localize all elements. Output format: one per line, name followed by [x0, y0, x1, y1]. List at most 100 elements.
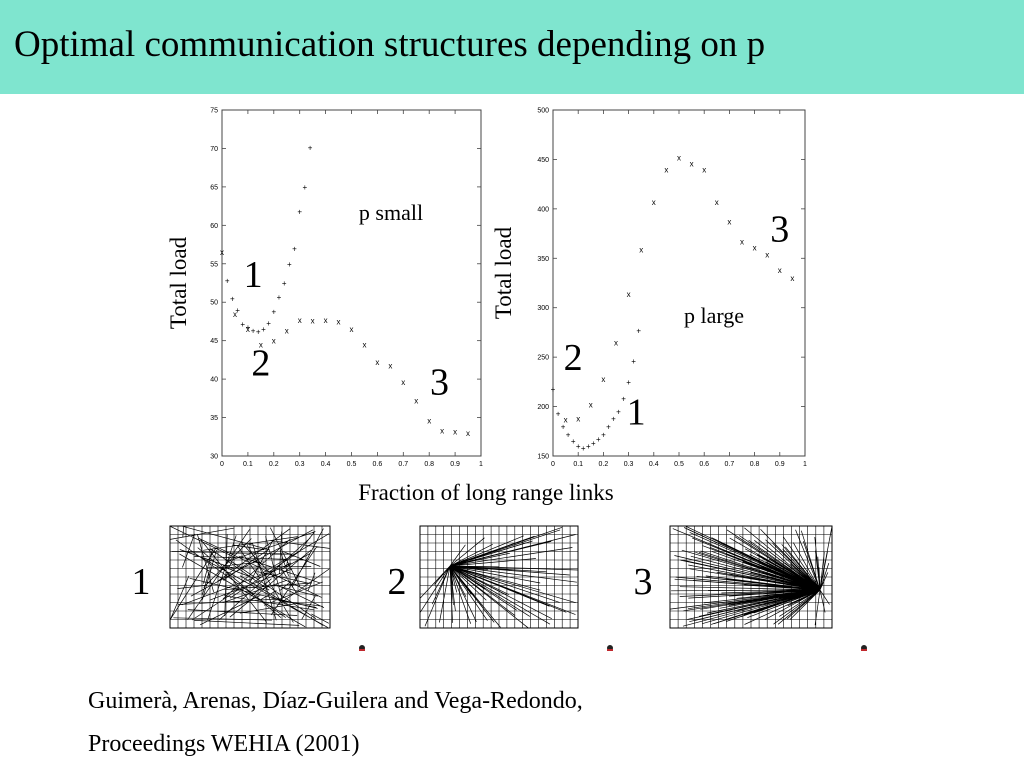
regime-label: 3: [430, 361, 449, 403]
cross-point: x: [298, 316, 302, 325]
cross-point: x: [715, 198, 719, 207]
x-tick-label: 0.4: [649, 461, 659, 468]
cross-point: x: [220, 248, 224, 257]
plus-point: +: [596, 435, 601, 444]
plus-point: +: [606, 422, 611, 431]
cross-point: x: [246, 325, 250, 334]
cross-point: x: [652, 198, 656, 207]
cross-point: x: [362, 341, 366, 350]
y-tick-label: 500: [537, 108, 549, 115]
x-tick-label: 0.8: [424, 461, 434, 468]
regime-label: 2: [564, 337, 583, 379]
y-tick-label: 200: [537, 404, 549, 411]
cross-point: x: [259, 341, 263, 350]
plus-point: +: [601, 430, 606, 439]
plus-point: +: [261, 325, 266, 334]
mascot-icon: [861, 645, 867, 651]
network-panels: 1 2 3: [132, 525, 867, 651]
cross-point: x: [337, 317, 341, 326]
plus-point: +: [308, 144, 313, 153]
cross-point: x: [375, 358, 379, 367]
x-tick-label: 0.9: [450, 461, 460, 468]
plus-point: +: [246, 323, 251, 332]
plus-point: +: [235, 306, 240, 315]
x-tick-label: 0.7: [398, 461, 408, 468]
cross-point: x: [350, 325, 354, 334]
cross-point: x: [440, 427, 444, 436]
plus-point: +: [230, 294, 235, 303]
cross-point: x: [727, 218, 731, 227]
plus-point: +: [611, 414, 616, 423]
network-label: 3: [634, 561, 653, 603]
cross-point: x: [324, 316, 328, 325]
y-axis-title: Total load: [491, 226, 516, 319]
plus-point: +: [561, 422, 566, 431]
plus-point: +: [256, 327, 261, 336]
plus-point: +: [240, 320, 245, 329]
citation-venue: Proceedings WEHIA (2001): [88, 731, 360, 757]
x-tick-label: 0.3: [295, 461, 305, 468]
plus-point: +: [266, 319, 271, 328]
cross-point: x: [614, 338, 618, 347]
network-panel-1: 1: [132, 525, 365, 651]
y-tick-label: 400: [537, 206, 549, 213]
x-tick-label: 0.8: [750, 461, 760, 468]
plus-point: +: [282, 279, 287, 288]
plus-point: +: [292, 244, 297, 253]
network-panel-3: 3: [634, 525, 867, 651]
x-tick-label: 0.5: [347, 461, 357, 468]
x-tick-label: 1: [803, 461, 807, 468]
y-tick-label: 450: [537, 157, 549, 164]
cross-point: x: [272, 337, 276, 346]
x-tick-label: 0.5: [674, 461, 684, 468]
plus-point: +: [566, 430, 571, 439]
plot-annotation: p small: [359, 200, 423, 225]
plus-point: +: [277, 293, 282, 302]
x-tick-label: 0.9: [775, 461, 785, 468]
y-tick-label: 75: [210, 108, 218, 115]
cross-point: x: [627, 290, 631, 299]
long-range-links: [169, 525, 330, 628]
plus-point: +: [576, 442, 581, 451]
y-tick-label: 300: [537, 305, 549, 312]
plus-point: +: [556, 409, 561, 418]
cross-point: x: [753, 243, 757, 252]
y-tick-label: 60: [210, 223, 218, 230]
y-tick-label: 40: [210, 377, 218, 384]
title-bar: [0, 0, 1024, 94]
plus-point: +: [251, 327, 256, 336]
y-tick-label: 250: [537, 355, 549, 362]
cross-point: x: [690, 159, 694, 168]
plus-point: +: [626, 378, 631, 387]
cross-point: x: [677, 153, 681, 162]
mascot-band-icon: [359, 649, 365, 651]
slide-title: Optimal communication structures dependi…: [14, 24, 766, 65]
cross-point: x: [589, 401, 593, 410]
plus-point: +: [225, 277, 230, 286]
y-tick-label: 350: [537, 256, 549, 263]
mascot-icon: [607, 645, 613, 651]
cross-point: x: [639, 245, 643, 254]
plus-point: +: [616, 408, 621, 417]
network-label: 1: [132, 561, 151, 603]
cross-point: x: [427, 417, 431, 426]
cross-point: x: [414, 397, 418, 406]
network-panel-2: 2: [388, 525, 613, 651]
plus-point: +: [303, 183, 308, 192]
y-axis-title: Total load: [166, 236, 191, 329]
plus-point: +: [271, 307, 276, 316]
y-tick-label: 30: [210, 454, 218, 461]
regime-label: 1: [244, 254, 263, 296]
cross-point: x: [401, 378, 405, 387]
plus-point: +: [636, 326, 641, 335]
regime-label: 2: [251, 342, 270, 384]
x-tick-label: 0.7: [725, 461, 735, 468]
mascot-icon: [359, 645, 365, 651]
cross-point: x: [778, 266, 782, 275]
cross-point: x: [765, 250, 769, 259]
x-tick-label: 0.6: [699, 461, 709, 468]
long-range-links: [419, 526, 578, 629]
cross-point: x: [601, 375, 605, 384]
x-tick-label: 0.1: [243, 461, 253, 468]
plus-point: +: [631, 357, 636, 366]
